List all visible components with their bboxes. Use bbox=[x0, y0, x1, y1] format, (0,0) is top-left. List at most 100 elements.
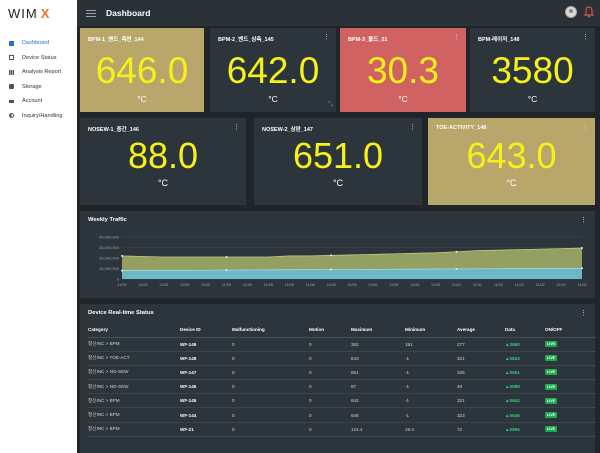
sensor-unit: °C bbox=[268, 94, 278, 104]
x-tick-label: 11/02 bbox=[577, 283, 586, 287]
sidebar-item-analysis-report[interactable]: Analysis Report bbox=[0, 65, 77, 80]
motion-cell: 0 bbox=[309, 422, 351, 437]
sensor-card[interactable]: TOE-ACTIVITY_148 ⋮ 643.0 °C bbox=[428, 118, 595, 205]
column-header[interactable]: Category bbox=[88, 323, 180, 338]
hamburger-menu-icon[interactable] bbox=[86, 9, 96, 17]
table-row[interactable]: 청신INC > NO-SEW WF-146 0 0 97 -1 48 ▲0088… bbox=[88, 379, 596, 395]
average-cell: 72 bbox=[457, 422, 505, 437]
table-row[interactable]: 청신INC > NO-SEW WF-147 0 0 651 -1 325 ▲06… bbox=[88, 365, 596, 381]
more-options-icon[interactable]: ⋮ bbox=[409, 124, 416, 131]
y-tick-label: 30,000,000 bbox=[99, 245, 120, 250]
sidebar-item-label: Device Status bbox=[22, 54, 57, 61]
sidebar-item-storage[interactable]: Storage bbox=[0, 80, 77, 95]
data-cell: ▲0651 bbox=[505, 365, 545, 381]
logo-text: WIM bbox=[8, 5, 38, 21]
app-logo[interactable]: WIM X bbox=[0, 0, 77, 26]
on-off-cell: LIVE bbox=[545, 422, 596, 437]
on-off-cell: LIVE bbox=[545, 393, 596, 409]
x-tick-label: 11/02 bbox=[515, 283, 524, 287]
malfunction-cell: 0 bbox=[232, 379, 309, 395]
series-area bbox=[122, 268, 582, 279]
table-row[interactable]: 청신INC > BPM WF-145 0 0 642 -1 321 ▲0642 … bbox=[88, 393, 596, 409]
data-cell: ▲3580 bbox=[505, 337, 545, 352]
motion-cell: 0 bbox=[309, 351, 351, 366]
more-options-icon[interactable]: ⋮ bbox=[323, 34, 330, 41]
average-cell: 321 bbox=[457, 351, 505, 366]
maximum-cell: 124.4 bbox=[351, 422, 405, 437]
sensor-card[interactable]: BPM-2_밴드_상측_145 ⋮ 642.0 °C ⤡ bbox=[210, 28, 336, 112]
column-header[interactable]: Motion bbox=[309, 323, 351, 338]
sensor-card[interactable]: BPM-1_밴드_측면_144 646.0 °C bbox=[80, 28, 204, 112]
table-row[interactable]: 청신INC > TOE-ACT WF-148 0 0 643 -1 321 ▲0… bbox=[88, 351, 596, 366]
column-header[interactable]: Device ID bbox=[180, 323, 232, 338]
device-id-cell: WF-144 bbox=[180, 407, 232, 423]
live-badge: LIVE bbox=[545, 355, 557, 362]
sidebar-item-account[interactable]: Account bbox=[0, 94, 77, 109]
maximum-cell: 651 bbox=[351, 365, 405, 381]
table-row[interactable]: 청신INC > BPM WF-149 0 0 362 191 277 ▲3580… bbox=[88, 337, 596, 352]
sensor-card[interactable]: NOSEW-2_상판_147 ⋮ 651.0 °C bbox=[254, 118, 422, 205]
sensor-value: 642.0 bbox=[226, 50, 320, 91]
on-off-cell: LIVE bbox=[545, 407, 596, 423]
data-cell: ▲0646 bbox=[505, 407, 545, 423]
motion-cell: 0 bbox=[309, 407, 351, 423]
more-options-icon[interactable]: ⋮ bbox=[233, 124, 240, 131]
category-cell: 청신INC > BPM bbox=[88, 407, 180, 423]
column-header[interactable]: ON/OFF bbox=[545, 323, 596, 338]
table-row[interactable]: 청신INC > BPM WF-144 0 0 646 -1 323 ▲0646 … bbox=[88, 407, 596, 423]
data-point bbox=[121, 254, 123, 257]
sensor-value: 30.3 bbox=[366, 50, 439, 91]
sidebar-item-label: Analysis Report bbox=[22, 69, 62, 76]
motion-cell: 0 bbox=[309, 393, 351, 409]
sensor-card[interactable]: NOSEW-1_중간_146 ⋮ 88.0 °C bbox=[80, 118, 246, 205]
column-header[interactable]: Minimum bbox=[405, 323, 457, 338]
sensor-name: BPM-레이저_148 bbox=[478, 37, 520, 43]
x-tick-label: 11/02 bbox=[556, 283, 565, 287]
maximum-cell: 646 bbox=[351, 407, 405, 423]
sensor-value: 3580 bbox=[491, 50, 574, 91]
device-id-cell: WF-21 bbox=[180, 422, 232, 437]
sensor-unit: °C bbox=[398, 94, 408, 104]
y-tick-label: 20,000,000 bbox=[99, 256, 120, 261]
x-tick-label: 11/06 bbox=[326, 283, 335, 287]
more-options-icon[interactable]: ⋮ bbox=[580, 310, 587, 317]
sidebar-item-dashboard[interactable]: Dashboard bbox=[0, 36, 77, 51]
more-options-icon[interactable]: ⋮ bbox=[453, 34, 460, 41]
column-header[interactable]: Average bbox=[457, 323, 505, 338]
x-tick-label: 11/06 bbox=[285, 283, 294, 287]
x-tick-label: 11/05 bbox=[159, 283, 168, 287]
column-header[interactable]: Data bbox=[505, 323, 545, 338]
category-cell: 청신INC > BPM bbox=[88, 337, 180, 352]
sensor-value: 88.0 bbox=[127, 135, 199, 176]
resize-handle-icon[interactable]: ⤡ bbox=[328, 102, 333, 108]
live-badge: LIVE bbox=[545, 383, 557, 390]
avatar[interactable] bbox=[565, 6, 577, 18]
live-badge: LIVE bbox=[545, 369, 557, 376]
column-header[interactable]: Malfunctioning bbox=[232, 323, 309, 338]
x-tick-label: 11/05 bbox=[138, 283, 147, 287]
x-tick-label: 11/01 bbox=[452, 283, 461, 287]
weekly-traffic-title: Weekly Traffic bbox=[88, 217, 127, 223]
minimum-cell: -1 bbox=[405, 351, 457, 366]
column-header[interactable]: Maximum bbox=[351, 323, 405, 338]
sidebar-item-inquiry[interactable]: Inquiry/Handling bbox=[0, 109, 77, 124]
sidebar-item-label: Dashboard bbox=[22, 40, 50, 47]
x-tick-label: 11/05 bbox=[243, 283, 252, 287]
more-options-icon[interactable]: ⋮ bbox=[582, 34, 589, 41]
table-row[interactable]: 청신INC > BPM WF-21 0 0 124.4 19.4 72 ▲099… bbox=[88, 422, 596, 437]
malfunction-cell: 0 bbox=[232, 407, 309, 423]
data-cell: ▲0088 bbox=[505, 379, 545, 395]
database-icon bbox=[9, 84, 14, 90]
data-point bbox=[225, 269, 228, 272]
sensor-card[interactable]: BPM-레이저_148 ⋮ 3580 °C bbox=[470, 28, 595, 112]
average-cell: 321 bbox=[457, 393, 505, 409]
more-options-icon[interactable]: ⋮ bbox=[580, 217, 587, 224]
bell-icon[interactable] bbox=[584, 6, 594, 18]
sensor-card[interactable]: BPM-3_몰드_21 ⋮ 30.3 °C bbox=[340, 28, 466, 112]
more-options-icon[interactable]: ⋮ bbox=[582, 124, 589, 131]
data-cell: ▲0643 bbox=[505, 351, 545, 366]
sidebar-item-device-status[interactable]: Device Status bbox=[0, 51, 77, 66]
bar-chart-icon bbox=[9, 69, 14, 75]
contrast-icon bbox=[9, 113, 14, 119]
x-tick-label: 11/05 bbox=[180, 283, 189, 287]
